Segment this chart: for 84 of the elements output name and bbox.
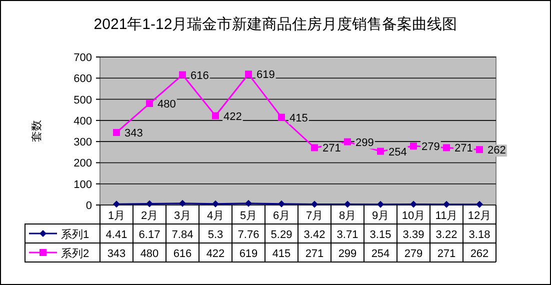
annotation: 271 <box>454 142 473 155</box>
y-tick-label: 600 <box>74 73 92 86</box>
y-tick-label: 400 <box>74 115 92 128</box>
point <box>410 200 417 208</box>
data-label: 271 <box>437 248 456 260</box>
point <box>212 112 219 120</box>
annotation: 422 <box>224 110 242 123</box>
data-label: 619 <box>239 248 258 260</box>
x-tick-label: 9月 <box>372 210 390 222</box>
point <box>311 144 318 152</box>
data-label: 422 <box>206 248 225 260</box>
point <box>443 200 450 208</box>
x-tick-label: 1月 <box>108 210 126 222</box>
annotation: 262 <box>488 144 506 157</box>
point <box>311 200 318 208</box>
data-label: 3.71 <box>336 229 358 241</box>
data-label: 3.15 <box>370 229 392 241</box>
data-label: 5.3 <box>208 229 224 241</box>
point <box>410 142 417 150</box>
point <box>179 71 186 78</box>
point <box>212 200 219 208</box>
point <box>377 200 384 208</box>
y-tick-label: 300 <box>74 136 92 149</box>
data-label: 343 <box>107 248 126 260</box>
chart-title: 2021年1-12月瑞金市新建商品住房月度销售备案曲线图 <box>94 16 458 33</box>
x-tick-label: 12月 <box>468 210 492 222</box>
data-label: 279 <box>404 248 423 260</box>
x-tick-label: 2月 <box>140 210 158 222</box>
y-tick-label: 0 <box>86 200 92 212</box>
point <box>113 200 120 208</box>
data-label: 262 <box>470 248 489 260</box>
x-tick-label: 10月 <box>402 210 426 222</box>
data-label: 3.42 <box>304 229 326 241</box>
data-label: 7.84 <box>172 229 194 241</box>
annotation: 480 <box>158 98 176 111</box>
point <box>443 144 450 152</box>
x-tick-label: 5月 <box>240 210 258 222</box>
point <box>245 200 252 207</box>
y-tick-label: 200 <box>74 158 92 170</box>
data-label: 616 <box>173 248 192 260</box>
x-tick-label: 7月 <box>306 210 324 222</box>
x-tick-label: 6月 <box>272 210 290 222</box>
point <box>179 200 186 207</box>
y-axis-title: 套数 <box>31 120 43 142</box>
data-label: 3.18 <box>468 229 490 241</box>
data-label: 415 <box>272 248 291 260</box>
data-label: 299 <box>338 248 357 260</box>
annotation: 415 <box>290 112 308 124</box>
annotation: 271 <box>322 142 341 155</box>
annotation: 343 <box>124 127 143 140</box>
data-label: 4.41 <box>106 229 128 241</box>
point <box>245 70 252 78</box>
data-label: 254 <box>371 248 390 260</box>
y-tick-label: 100 <box>74 178 92 191</box>
x-tick-label: 11月 <box>435 210 458 222</box>
point <box>344 138 351 146</box>
legend-label: 系列2 <box>61 247 90 260</box>
x-tick-label: 8月 <box>338 210 356 222</box>
point <box>278 114 285 121</box>
y-tick-label: 700 <box>74 52 92 64</box>
point <box>476 200 483 208</box>
y-tick-label: 500 <box>74 94 92 106</box>
annotation: 616 <box>190 70 209 82</box>
data-label: 480 <box>140 248 159 260</box>
data-label: 3.22 <box>436 229 458 241</box>
annotation: 279 <box>422 141 440 154</box>
data-label: 7.76 <box>238 229 260 241</box>
data-label: 5.29 <box>270 229 292 241</box>
x-tick-label: 4月 <box>206 210 224 222</box>
x-tick-label: 3月 <box>174 210 192 222</box>
data-label: 3.39 <box>402 229 424 241</box>
point <box>146 100 153 108</box>
annotation: 619 <box>256 69 275 82</box>
point <box>113 128 120 136</box>
legend-label: 系列1 <box>61 228 90 241</box>
point <box>476 146 483 154</box>
annotation: 299 <box>356 136 374 149</box>
point <box>377 148 384 155</box>
annotation: 254 <box>388 146 407 158</box>
point <box>278 200 285 208</box>
data-label: 271 <box>305 248 324 260</box>
data-label: 6.17 <box>138 229 160 241</box>
point <box>344 200 351 208</box>
point <box>146 200 153 208</box>
